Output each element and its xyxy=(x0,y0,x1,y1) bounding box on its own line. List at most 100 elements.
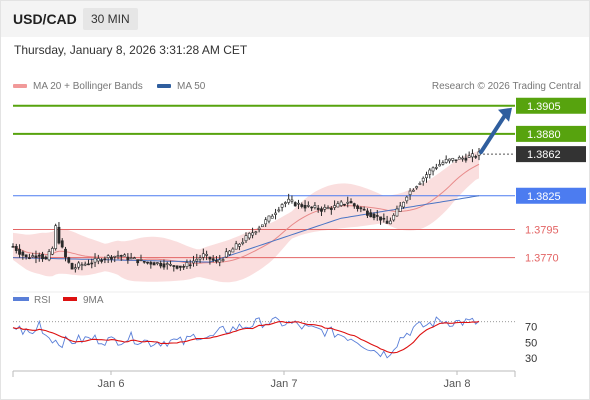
rsi-line xyxy=(12,316,480,359)
candle-body xyxy=(100,259,104,262)
candle-body xyxy=(60,240,64,248)
level-label-resistance: 1.3880 xyxy=(527,129,561,141)
candle-body xyxy=(385,220,389,224)
bollinger-band xyxy=(13,150,479,283)
candle-body xyxy=(457,157,461,160)
copyright: Research © 2026 Trading Central xyxy=(431,81,581,92)
level-tag-current xyxy=(516,146,586,163)
candle-body xyxy=(356,205,359,209)
candle-body xyxy=(172,265,176,267)
candle-body xyxy=(274,212,277,215)
candle-body xyxy=(201,253,205,258)
level-label-support: 1.3770 xyxy=(525,253,559,265)
candle-body xyxy=(152,262,156,266)
candle-body xyxy=(57,226,61,244)
candle-body xyxy=(129,257,133,260)
candle-body xyxy=(313,205,317,208)
candle-body xyxy=(310,206,314,209)
candle-body xyxy=(421,177,425,182)
candle-body xyxy=(90,262,94,265)
candle-body xyxy=(139,259,143,261)
candles xyxy=(11,147,481,273)
candle-body xyxy=(471,153,474,158)
candle-body xyxy=(21,251,25,256)
candle-body xyxy=(169,263,172,266)
candle-body xyxy=(87,263,90,266)
candle-body xyxy=(287,198,291,203)
candle-body xyxy=(320,208,323,212)
candle-body xyxy=(41,253,44,260)
timeframe-button[interactable]: 30 MIN xyxy=(83,8,138,30)
candle-body xyxy=(277,209,281,212)
candle-body xyxy=(297,202,300,205)
candle-body xyxy=(444,158,448,163)
level-tag-resistance xyxy=(516,125,586,142)
candle-body xyxy=(113,255,117,258)
rsi-tick-50: 50 xyxy=(525,337,537,349)
candle-body xyxy=(165,263,169,265)
candle-body xyxy=(110,256,113,260)
candle-body xyxy=(382,217,386,220)
candle-body xyxy=(70,262,74,270)
candle-body xyxy=(261,224,264,227)
candle-body xyxy=(339,201,343,206)
candle-body xyxy=(464,157,468,161)
candle-body xyxy=(126,256,130,261)
symbol-title: USD/CAD xyxy=(13,11,77,27)
candle-body xyxy=(123,254,126,257)
candle-body xyxy=(293,202,297,207)
candle-body xyxy=(254,231,258,234)
candle-body xyxy=(146,261,149,264)
candle-body xyxy=(14,246,18,251)
candle-body xyxy=(77,262,81,268)
candle-body xyxy=(244,235,248,242)
candle-body xyxy=(119,255,123,257)
candle-body xyxy=(47,251,51,261)
projection-arrow xyxy=(479,111,508,155)
candle-body xyxy=(316,207,320,210)
candle-body xyxy=(405,196,409,202)
candle-body xyxy=(323,207,327,210)
candle-body xyxy=(198,257,202,260)
projection-arrowhead xyxy=(498,107,512,122)
level-tag-resistance xyxy=(516,97,586,114)
candle-body xyxy=(454,159,458,162)
candle-body xyxy=(116,255,120,257)
candle-body xyxy=(215,260,218,262)
candle-body xyxy=(326,207,330,209)
candle-body xyxy=(411,189,415,192)
candle-body xyxy=(80,264,84,266)
rsi-tick-70: 70 xyxy=(525,322,537,334)
candle-body xyxy=(83,263,87,266)
candle-body xyxy=(264,219,268,225)
candle-body xyxy=(267,215,271,222)
candle-body xyxy=(379,216,382,221)
candle-body xyxy=(467,155,471,158)
candle-body xyxy=(306,205,310,207)
rsi-tick-30: 30 xyxy=(525,353,537,365)
candle-body xyxy=(451,158,455,161)
candle-body xyxy=(64,248,67,258)
candle-body xyxy=(28,257,31,259)
candle-body xyxy=(18,248,21,255)
rsi-legend-label: RSI xyxy=(34,295,51,306)
candle-body xyxy=(67,257,71,263)
rsi-ma-line xyxy=(12,321,480,354)
candle-body xyxy=(241,241,245,244)
candle-body xyxy=(182,266,186,268)
candle-body xyxy=(366,210,369,216)
candle-body xyxy=(175,265,179,269)
candle-body xyxy=(208,256,212,260)
candle-body xyxy=(359,207,363,210)
candle-body xyxy=(142,260,146,263)
candle-body xyxy=(336,203,340,208)
candle-body xyxy=(280,204,284,208)
candle-body xyxy=(352,203,356,207)
legend-ma20: MA 20 + Bollinger Bands xyxy=(13,81,143,92)
candle-body xyxy=(228,250,231,255)
candle-body xyxy=(34,255,38,258)
ma20-swatch xyxy=(13,84,27,89)
candle-body xyxy=(392,214,396,221)
candle-body xyxy=(103,258,107,261)
candle-body xyxy=(333,205,337,208)
